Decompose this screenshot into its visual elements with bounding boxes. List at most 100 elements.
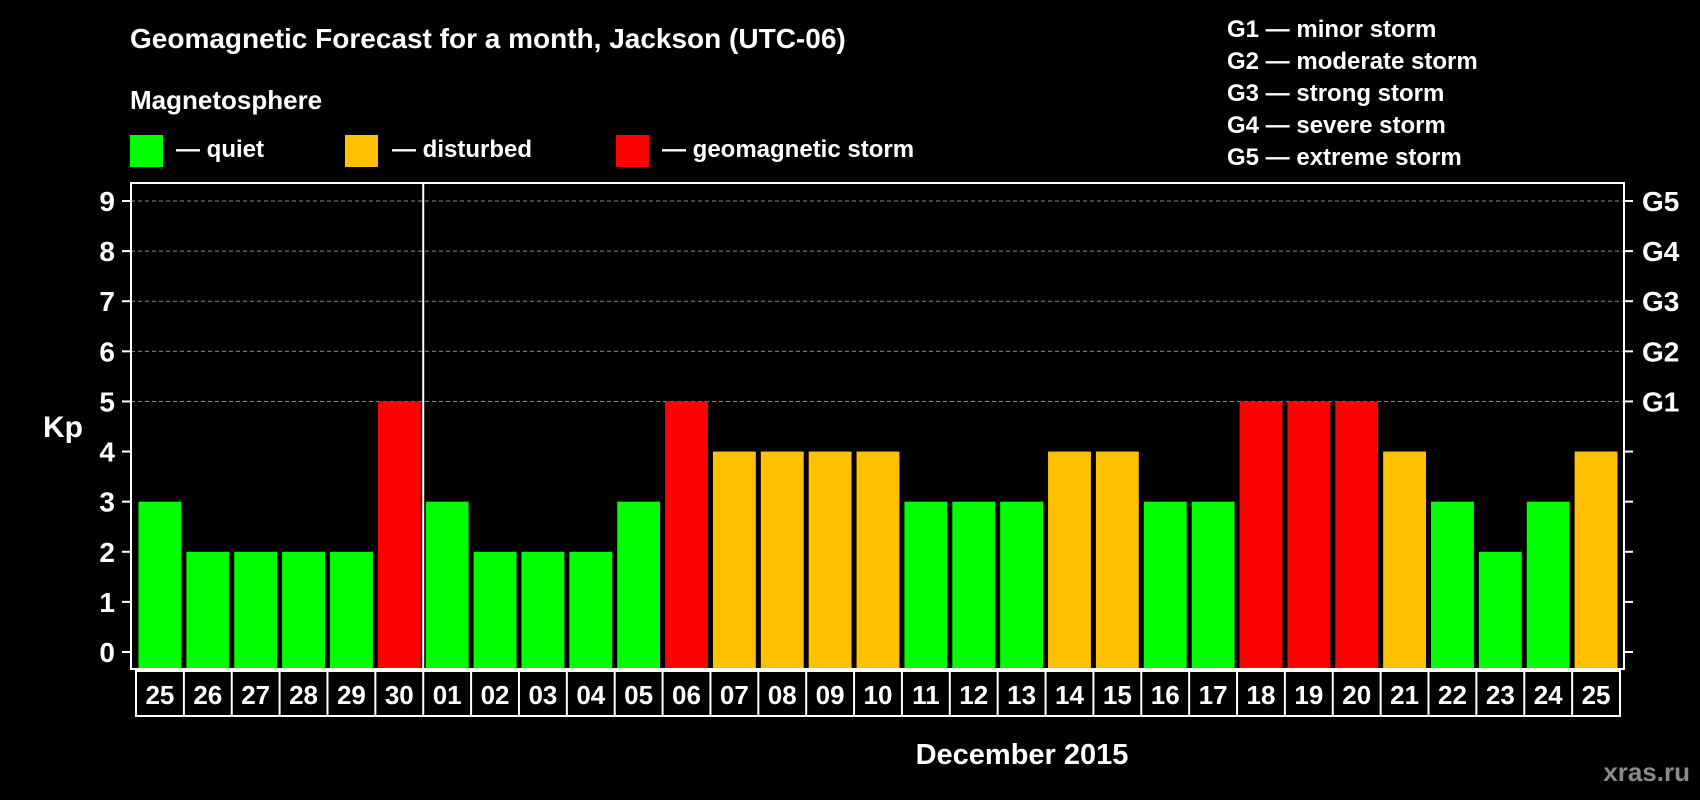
category-label-23: 18 (1247, 680, 1276, 710)
bar-1 (186, 551, 230, 668)
bar-6 (425, 501, 469, 668)
category-label-25: 20 (1342, 680, 1371, 710)
category-label-22: 17 (1199, 680, 1228, 710)
y-tick-label-9: 9 (99, 186, 115, 217)
legend-label-disturbed: — disturbed (392, 136, 532, 163)
bar-26 (1383, 451, 1427, 668)
category-label-28: 23 (1486, 680, 1515, 710)
bar-10 (617, 501, 661, 668)
storm-scale-g1: G1 — minor storm (1227, 16, 1436, 43)
legend-swatch-quiet (130, 135, 163, 167)
category-label-8: 03 (528, 680, 557, 710)
bar-13 (760, 451, 804, 668)
bar-22 (1191, 501, 1235, 668)
bar-12 (712, 451, 756, 668)
bar-17 (952, 501, 996, 668)
category-label-12: 07 (720, 680, 749, 710)
bar-2 (234, 551, 278, 668)
storm-scale-g5: G5 — extreme storm (1227, 144, 1462, 171)
category-label-20: 15 (1103, 680, 1132, 710)
category-label-27: 22 (1438, 680, 1467, 710)
right-axis-ticks: G1 G2 G3 G4 G5 (1624, 186, 1680, 653)
category-label-24: 19 (1294, 680, 1323, 710)
category-label-14: 09 (816, 680, 845, 710)
category-label-4: 29 (337, 680, 366, 710)
watermark: xras.ru (1603, 757, 1690, 787)
category-label-29: 24 (1534, 680, 1563, 710)
storm-scale-g3: G3 — strong storm (1227, 80, 1444, 107)
bar-3 (282, 551, 325, 668)
right-tick-label-G4: G4 (1642, 236, 1680, 267)
bar-4 (329, 551, 373, 668)
category-label-3: 28 (289, 680, 318, 710)
storm-scale-list: G1 — minor storm G2 — moderate storm G3 … (1227, 16, 1478, 171)
bar-9 (569, 551, 613, 668)
bar-27 (1431, 501, 1474, 668)
right-tick-label-G2: G2 (1642, 336, 1679, 367)
plot-frame (130, 182, 1625, 670)
legend-swatch-disturbed (345, 135, 378, 167)
plot-border (130, 182, 1625, 670)
category-label-0: 25 (145, 680, 174, 710)
x-axis-label: December 2015 (916, 739, 1129, 771)
bar-11 (665, 401, 708, 668)
category-label-7: 02 (481, 680, 510, 710)
storm-scale-g2: G2 — moderate storm (1227, 48, 1478, 75)
bar-25 (1335, 401, 1379, 668)
y-tick-label-1: 1 (99, 587, 115, 618)
storm-scale-g4: G4 — severe storm (1227, 112, 1446, 139)
y-tick-label-3: 3 (99, 487, 115, 518)
y-tick-label-5: 5 (99, 386, 115, 417)
legend: — quiet — disturbed — geomagnetic storm (130, 135, 914, 167)
legend-label-storm: — geomagnetic storm (662, 136, 914, 163)
category-label-11: 06 (672, 680, 701, 710)
bar-20 (1095, 451, 1139, 668)
bar-15 (856, 451, 900, 668)
category-label-5: 30 (385, 680, 414, 710)
y-axis-ticks: 0 1 2 3 4 5 6 7 8 9 (99, 186, 131, 668)
category-label-26: 21 (1390, 680, 1419, 710)
right-tick-label-G1: G1 (1642, 386, 1679, 417)
category-label-15: 10 (864, 680, 893, 710)
y-tick-label-0: 0 (99, 637, 115, 668)
y-tick-label-8: 8 (99, 236, 115, 267)
category-label-9: 04 (576, 680, 605, 710)
bar-7 (473, 551, 517, 668)
right-tick-label-G3: G3 (1642, 286, 1679, 317)
category-label-13: 08 (768, 680, 797, 710)
bar-23 (1239, 401, 1283, 668)
category-label-2: 27 (241, 680, 270, 710)
legend-label-quiet: — quiet (176, 136, 264, 163)
grid-lines (131, 200, 1624, 402)
y-tick-label-4: 4 (99, 437, 115, 468)
legend-swatch-storm (616, 135, 649, 167)
bar-0 (138, 501, 182, 668)
bar-8 (521, 551, 565, 668)
category-label-18: 13 (1007, 680, 1036, 710)
bar-24 (1287, 401, 1331, 668)
y-tick-label-6: 6 (99, 336, 115, 367)
category-label-21: 16 (1151, 680, 1180, 710)
bar-5 (377, 401, 421, 668)
y-tick-label-2: 2 (99, 537, 115, 568)
bar-30 (1574, 451, 1618, 668)
category-label-6: 01 (433, 680, 462, 710)
bar-18 (1000, 501, 1044, 668)
category-label-16: 11 (912, 680, 940, 710)
chart-title: Geomagnetic Forecast for a month, Jackso… (130, 23, 846, 54)
x-axis-categories: 25 26 27 28 29 30 01 02 03 04 05 06 07 08 09 10 11 12 13 14… (135, 670, 1621, 717)
bars (138, 401, 1618, 668)
bar-28 (1478, 551, 1522, 668)
category-label-1: 26 (193, 680, 222, 710)
y-axis-label: Kp (43, 411, 83, 444)
category-label-10: 05 (624, 680, 653, 710)
bar-14 (808, 451, 852, 668)
category-label-19: 14 (1055, 680, 1084, 710)
bar-16 (904, 501, 948, 668)
category-box-frame (135, 670, 1621, 717)
legend-heading: Magnetosphere (130, 85, 322, 115)
right-tick-label-G5: G5 (1642, 186, 1679, 217)
category-label-30: 25 (1582, 680, 1611, 710)
bar-19 (1048, 451, 1091, 668)
category-label-17: 12 (959, 680, 988, 710)
